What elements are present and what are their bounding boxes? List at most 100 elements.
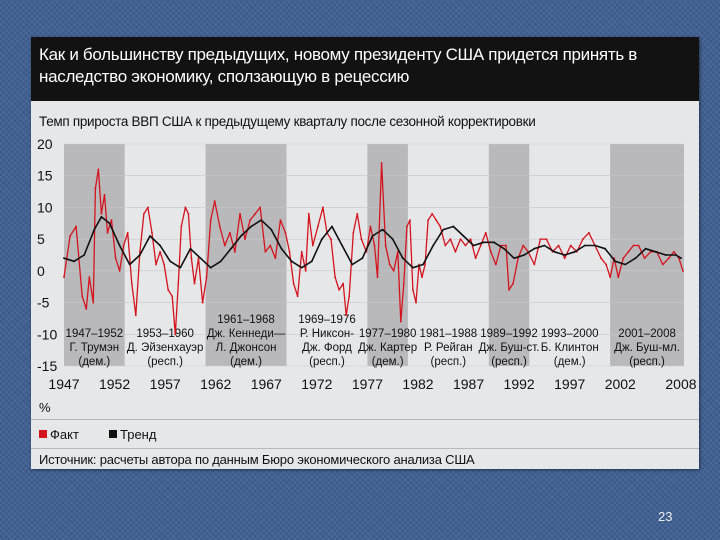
y-axis-ticks: 20 15 10 5 0 -5 -10 -15 [37,136,57,374]
data-point [69,235,71,237]
data-point [569,244,572,247]
data-point [444,244,447,247]
data-point [614,260,617,263]
presidency-name2: Л. Джонсон [216,342,277,354]
data-point [494,263,497,266]
data-point [130,282,133,285]
data-point [583,244,586,247]
data-point [489,250,492,253]
x-tick-label: 1982 [402,376,433,392]
data-point [316,225,319,228]
x-tick-label: 1972 [301,376,332,392]
data-point [360,238,363,241]
data-point [563,254,566,256]
data-point [469,238,472,241]
presidency-years: 1993–2000 [541,328,599,340]
presidency-party: (дем.) [78,356,110,368]
presidency-years: 2001–2008 [618,328,676,340]
data-point [307,212,310,215]
data-point [624,263,627,266]
data-point [75,225,78,228]
slide-title: Как и большинству предыдущих, новому пре… [31,37,699,101]
data-point [609,276,612,279]
data-point [93,228,96,231]
data-point [392,269,395,272]
data-point [424,263,426,266]
data-point [100,212,103,215]
data-point [402,282,405,285]
data-point [594,244,596,247]
y-unit-label: % [39,400,51,415]
data-point [432,244,435,247]
data-point [270,228,273,231]
data-point [553,250,556,253]
data-point [122,244,125,247]
presidency-name2: Дж. Форд [302,342,352,354]
legend-fact-swatch [39,430,47,438]
data-point [126,231,129,234]
data-point [88,276,91,279]
data-point [209,266,212,269]
chart-title: Темп прироста ВВП США к предыдущему квар… [39,114,536,129]
data-point [209,219,212,222]
presidency-name: Дж. Буш-ст. [479,342,540,354]
data-point [431,212,434,215]
data-point [664,254,667,256]
data-point [644,247,647,250]
data-point [201,301,204,304]
data-point [396,250,399,253]
data-point [63,257,65,260]
data-point [600,257,602,260]
presidency-shading [64,144,684,366]
data-point [193,282,196,285]
legend-fact-label: Факт [50,427,79,442]
data-point [634,257,637,260]
data-point [622,257,625,260]
x-axis-ticks: 1947 1952 1957 1962 1967 1972 1977 1982 1987 1992… [48,376,696,392]
data-point [259,206,262,209]
data-point [637,244,640,247]
source-note: Источник: расчеты автора по данным Бюро … [39,452,475,467]
data-point [296,295,299,298]
data-point [331,225,333,228]
data-point [462,235,465,237]
presidency-name: Р. Рейган [424,342,473,354]
data-point [218,225,221,228]
data-point [427,219,430,222]
data-point [134,314,137,317]
data-point [81,295,84,298]
data-point [167,288,170,291]
y-tick-label: 0 [37,263,45,279]
data-point [401,257,404,260]
data-point [342,282,345,285]
data-point [484,231,487,234]
data-point [522,244,525,247]
data-point [244,238,246,241]
presidency-name: Дж. Кеннеди— [207,328,286,340]
data-point [128,263,131,266]
trend-series [63,216,682,269]
data-point [381,228,384,231]
presidency-band [205,144,287,366]
data-point [581,238,584,241]
data-point [106,231,109,234]
data-point [459,238,462,241]
data-point [439,225,442,228]
y-tick-label: 10 [37,199,53,215]
data-point [361,257,364,260]
data-point [512,282,514,285]
data-point [213,200,216,202]
presidency-party: (дем.) [230,356,262,368]
data-point [97,168,100,171]
data-point [288,250,291,253]
x-tick-label: 2008 [665,376,696,392]
y-tick-label: -10 [37,326,57,342]
data-point [180,225,183,228]
data-point [508,288,510,291]
data-point [412,288,414,291]
data-point [654,250,657,253]
data-point [435,219,438,222]
data-point [159,250,161,253]
data-point [292,282,295,285]
grid-lines [64,143,684,367]
